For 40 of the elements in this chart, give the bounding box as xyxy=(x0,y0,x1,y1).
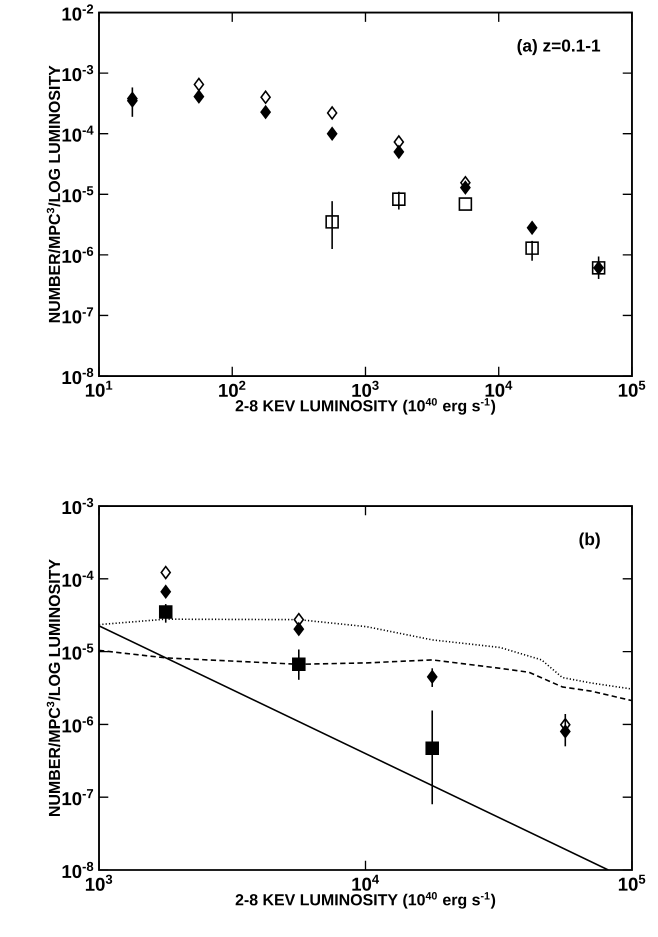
point xyxy=(425,742,440,756)
y-tick-label: 10$^{-3}$ xyxy=(62,65,94,82)
point xyxy=(194,78,204,92)
point xyxy=(260,90,271,104)
point xyxy=(326,106,338,120)
y-tick-label: 10$^{-4}$ xyxy=(62,570,94,587)
y-tick-label: 10$^{-3}$ xyxy=(62,498,94,514)
point xyxy=(292,658,306,672)
x-axis-title: 2-8 KEV LUMINOSITY (10$^{40}$ erg s$^{-1}$) xyxy=(236,892,496,909)
x-tick-label: 10$^{2}$ xyxy=(219,380,246,397)
x-tick-label: 10$^{5}$ xyxy=(618,380,646,397)
y-tick-label: 10$^{-7}$ xyxy=(62,307,94,324)
y-tick-label: 10$^{-4}$ xyxy=(62,126,94,142)
point xyxy=(294,622,304,636)
y-tick-label: 10$^{-6}$ xyxy=(62,716,94,733)
annotation: (b) xyxy=(579,532,600,549)
point xyxy=(260,105,271,119)
y-axis-title: NUMBER/MPC$^{3}$/LOG LUMINOSITY xyxy=(46,66,60,322)
y-tick-label: 10$^{-7}$ xyxy=(62,789,94,806)
point xyxy=(460,180,471,194)
point xyxy=(158,605,173,619)
y-tick-label: 10$^{-5}$ xyxy=(62,644,94,660)
annotation: (a) z=0.1-1 xyxy=(518,39,600,56)
x-tick-label: 10$^{4}$ xyxy=(352,874,380,891)
y-tick-label: 10$^{-6}$ xyxy=(62,246,94,263)
x-tick-label: 10$^{5}$ xyxy=(618,874,646,891)
point xyxy=(394,135,404,149)
point xyxy=(326,126,338,140)
point xyxy=(194,90,204,104)
point xyxy=(294,612,304,626)
x-tick-label: 10$^{4}$ xyxy=(486,380,512,397)
x-tick-label: 10$^{3}$ xyxy=(352,380,379,397)
y-tick-label: 10$^{-2}$ xyxy=(62,4,94,21)
point xyxy=(394,145,404,159)
y-tick-label: 10$^{-5}$ xyxy=(62,186,94,202)
x-axis-title: 2-8 KEV LUMINOSITY (10$^{40}$ erg s$^{-1}$) xyxy=(236,398,496,415)
point xyxy=(526,220,538,235)
point xyxy=(160,584,172,598)
y-axis-title: NUMBER/MPC$^{3}$/LOG LUMINOSITY xyxy=(46,559,60,816)
point xyxy=(160,566,172,580)
